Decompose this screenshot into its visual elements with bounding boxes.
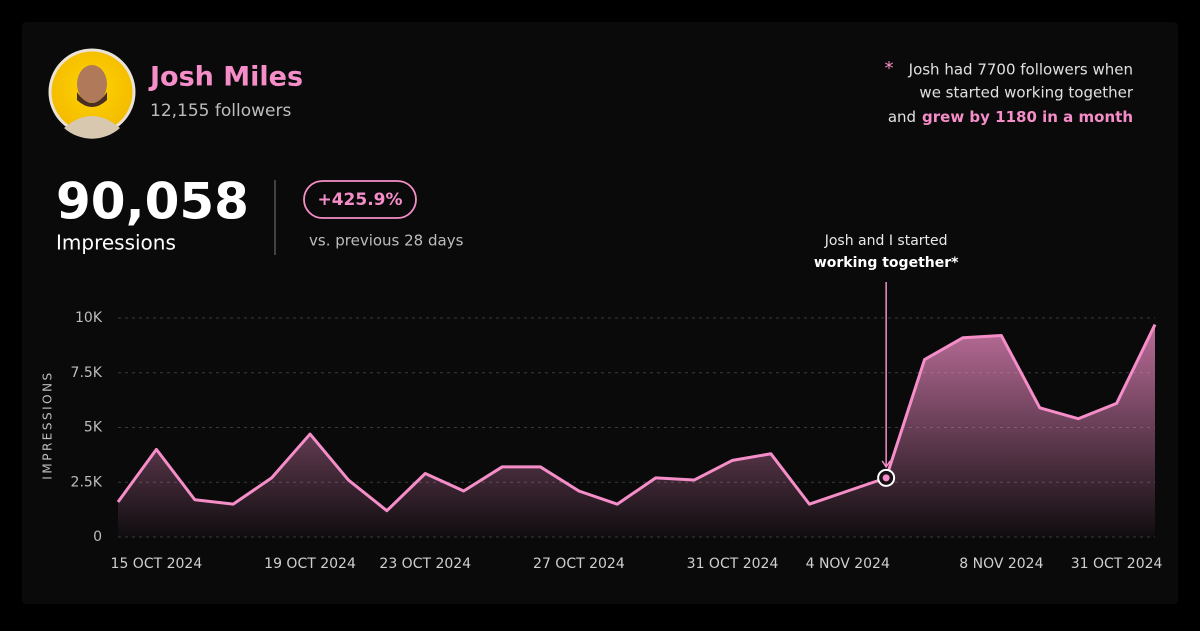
change-pill bbox=[303, 180, 417, 219]
annotation-line: Josh and I started bbox=[824, 233, 948, 249]
follower-count: 12,155 followers bbox=[150, 101, 291, 121]
note-marker: * bbox=[885, 58, 894, 79]
chart: 0 2.5K 5K 7.5K 10K 15 OCT 2024 19 OCT 2024 23 O… bbox=[71, 233, 1163, 572]
area bbox=[118, 324, 1155, 537]
x-tick-label: 15 OCT 2024 bbox=[111, 556, 203, 572]
note-line: we started working together bbox=[919, 84, 1133, 102]
highlight-point-core bbox=[882, 474, 890, 482]
note-highlight: grew by 1180 in a month bbox=[922, 108, 1133, 126]
y-tick-label: 7.5K bbox=[71, 365, 103, 381]
y-tick-label: 10K bbox=[75, 310, 103, 326]
y-axis-label: IMPRESSIONS bbox=[41, 370, 55, 479]
x-tick-label: 19 OCT 2024 bbox=[264, 556, 356, 572]
impressions-total: 90,058 bbox=[56, 173, 249, 231]
comparison-text: vs. previous 28 days bbox=[309, 232, 464, 250]
y-tick-label: 2.5K bbox=[71, 474, 103, 490]
x-tick-label: 31 OCT 2024 bbox=[687, 556, 779, 572]
note-line: and grew by 1180 in a month bbox=[888, 108, 1133, 126]
annotation-line: working together* bbox=[814, 255, 959, 271]
note-prefix: and bbox=[888, 108, 916, 126]
change-value: +425.9% bbox=[317, 190, 402, 210]
profile-name: Josh Miles bbox=[148, 62, 303, 93]
x-tick-label: 4 NOV 2024 bbox=[806, 556, 890, 572]
y-tick-label: 5K bbox=[84, 420, 103, 436]
avatar bbox=[48, 48, 136, 139]
x-tick-label: 27 OCT 2024 bbox=[533, 556, 625, 572]
x-tick-label: 8 NOV 2024 bbox=[959, 556, 1043, 572]
x-tick-label: 23 OCT 2024 bbox=[379, 556, 471, 572]
line bbox=[116, 323, 1157, 513]
note-line: Josh had 7700 followers when bbox=[908, 61, 1133, 79]
x-tick-label: 31 OCT 2024 bbox=[1071, 556, 1163, 572]
y-tick-label: 0 bbox=[93, 529, 102, 545]
annotation-arrowhead bbox=[881, 460, 891, 469]
impressions-label: Impressions bbox=[56, 231, 176, 255]
